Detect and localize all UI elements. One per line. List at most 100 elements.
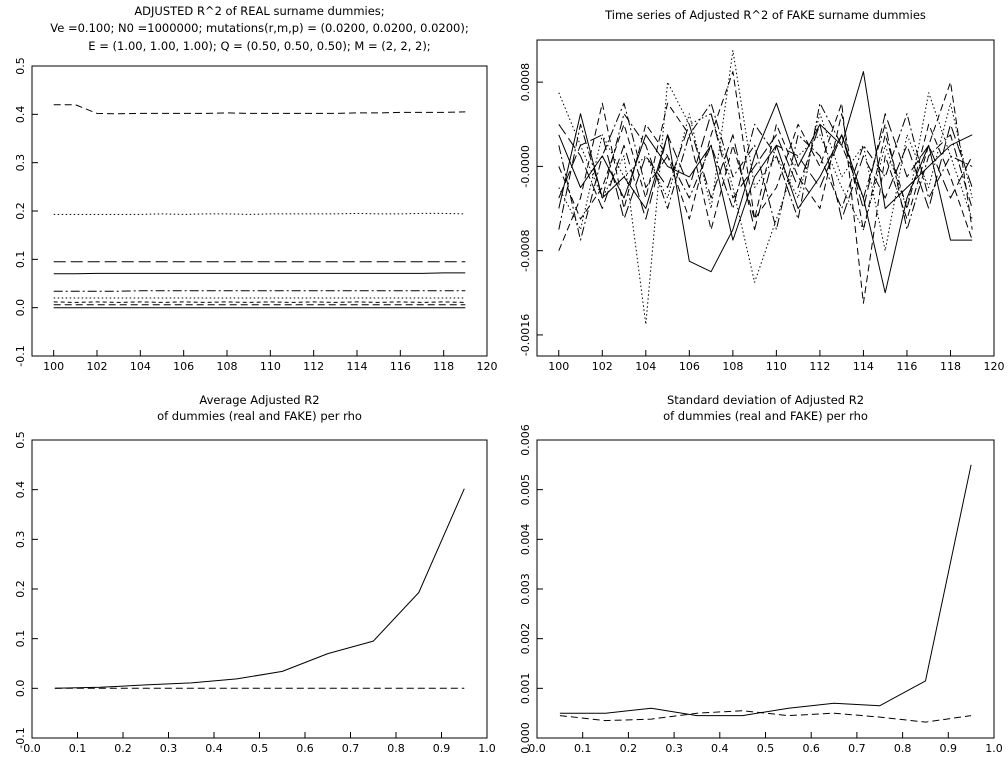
series-line-2 [53, 212, 466, 215]
x-tick-label: 0.6 [296, 742, 314, 755]
chart-title-line: Time series of Adjusted R^2 of FAKE surn… [604, 8, 926, 22]
x-tick-label: 0.0 [23, 742, 41, 755]
chart-p4: Standard deviation of Adjusted R2 of dumm… [519, 393, 1003, 755]
y-tick-label: 0.000 [519, 722, 532, 754]
plot-frame [31, 65, 488, 357]
x-tick-label: 120 [477, 360, 498, 373]
x-tick-label: 114 [347, 360, 368, 373]
x-tick-label: 100 [43, 360, 64, 373]
y-tick-label: 0.001 [519, 673, 532, 705]
series-line-6 [558, 102, 973, 241]
series-line-1 [54, 488, 465, 689]
x-tick-label: 1.0 [985, 742, 1003, 755]
x-tick-label: 106 [173, 360, 194, 373]
y-tick-label: 0.002 [519, 623, 532, 655]
y-tick-label: 0.5 [14, 57, 27, 75]
chart-title-line: of dummies (real and FAKE) per rho [663, 409, 868, 423]
x-tick-label: 0.8 [387, 742, 405, 755]
x-tick-label: 0.3 [665, 742, 683, 755]
series-line-8 [558, 102, 973, 241]
series-group [53, 104, 466, 309]
y-tick-label: 0.0 [14, 680, 27, 698]
x-tick-label: 0.6 [802, 742, 820, 755]
y-tick-label: -0.0016 [519, 314, 532, 356]
chart-p2: Time series of Adjusted R^2 of FAKE surn… [519, 8, 1005, 373]
y-tick-label: 0.004 [519, 524, 532, 556]
x-tick-label: 102 [592, 360, 613, 373]
series-line-10 [558, 113, 973, 231]
x-tick-label: 102 [87, 360, 108, 373]
y-tick-label: 0.2 [14, 202, 27, 220]
series-line-2 [559, 710, 972, 723]
series-group [54, 488, 465, 689]
y-tick-label: 0.1 [14, 251, 27, 269]
chart-title-line: Ve =0.100; N0 =1000000; mutations(r,m,p)… [50, 21, 468, 35]
y-tick-label: 0.0 [14, 299, 27, 317]
plot-frame [536, 439, 995, 739]
x-tick-label: 110 [766, 360, 787, 373]
x-tick-label: 104 [130, 360, 151, 373]
x-tick-label: 104 [635, 360, 656, 373]
x-tick-label: 0.7 [848, 742, 866, 755]
y-tick-label: 0.005 [519, 474, 532, 506]
x-tick-label: 0.2 [620, 742, 638, 755]
y-tick-label: 0.3 [14, 531, 27, 549]
y-tick-label: 0.003 [519, 573, 532, 605]
y-tick-label: 0.4 [14, 481, 27, 499]
series-group [558, 50, 973, 325]
x-tick-label: 112 [303, 360, 324, 373]
series-line-1 [53, 104, 466, 115]
x-tick-label: 114 [853, 360, 874, 373]
y-tick-label: 0.0008 [519, 63, 532, 102]
series-line-1 [559, 464, 972, 717]
y-tick-label: 0.1 [14, 630, 27, 648]
series-line-9 [558, 113, 973, 220]
y-tick-label: 0.2 [14, 580, 27, 598]
plot-frame [536, 39, 995, 357]
plot-frame [31, 439, 488, 739]
y-tick-label: 0.4 [14, 106, 27, 124]
series-line-7 [558, 102, 973, 231]
series-line-7 [53, 301, 466, 303]
series-line-4 [53, 272, 466, 275]
x-tick-label: 0.0 [528, 742, 546, 755]
y-tick-label: 0.3 [14, 154, 27, 172]
x-tick-label: 0.3 [160, 742, 178, 755]
x-tick-label: 0.7 [342, 742, 360, 755]
chart-title-line: of dummies (real and FAKE) per rho [157, 409, 362, 423]
chart-p1: ADJUSTED R^2 of REAL surname dummies; Ve … [14, 4, 498, 373]
x-tick-label: 116 [896, 360, 917, 373]
chart-title-line: ADJUSTED R^2 of REAL surname dummies; [134, 4, 384, 18]
x-tick-label: 0.9 [940, 742, 958, 755]
x-tick-label: 108 [722, 360, 743, 373]
y-tick-label: 0.5 [14, 431, 27, 449]
x-tick-label: 108 [217, 360, 238, 373]
x-tick-label: 100 [548, 360, 569, 373]
x-tick-label: 0.5 [251, 742, 269, 755]
x-tick-label: 106 [679, 360, 700, 373]
y-tick-label: 0.006 [519, 424, 532, 456]
x-tick-label: 116 [390, 360, 411, 373]
x-tick-label: 0.8 [894, 742, 912, 755]
chart-title-line: E = (1.00, 1.00, 1.00); Q = (0.50, 0.50,… [88, 39, 430, 53]
y-tick-label: -0.1 [14, 345, 27, 366]
x-tick-label: 118 [433, 360, 454, 373]
series-line-1 [558, 71, 973, 273]
y-tick-label: -0.1 [14, 727, 27, 748]
chart-p3: Average Adjusted R2 of dummies (real and … [14, 393, 496, 755]
x-tick-label: 118 [940, 360, 961, 373]
x-tick-label: 0.1 [69, 742, 87, 755]
series-group [559, 464, 972, 723]
x-tick-label: 1.0 [478, 742, 496, 755]
x-tick-label: 0.1 [574, 742, 592, 755]
x-tick-label: 0.9 [433, 742, 451, 755]
y-tick-label: -0.0000 [519, 145, 532, 187]
chart-title-line: Average Adjusted R2 [199, 393, 319, 407]
x-tick-label: 0.4 [205, 742, 223, 755]
series-line-2 [558, 134, 973, 294]
x-tick-label: 0.5 [757, 742, 775, 755]
series-line-5 [558, 71, 973, 304]
x-tick-label: 112 [809, 360, 830, 373]
chart-title-line: Standard deviation of Adjusted R2 [667, 393, 864, 407]
